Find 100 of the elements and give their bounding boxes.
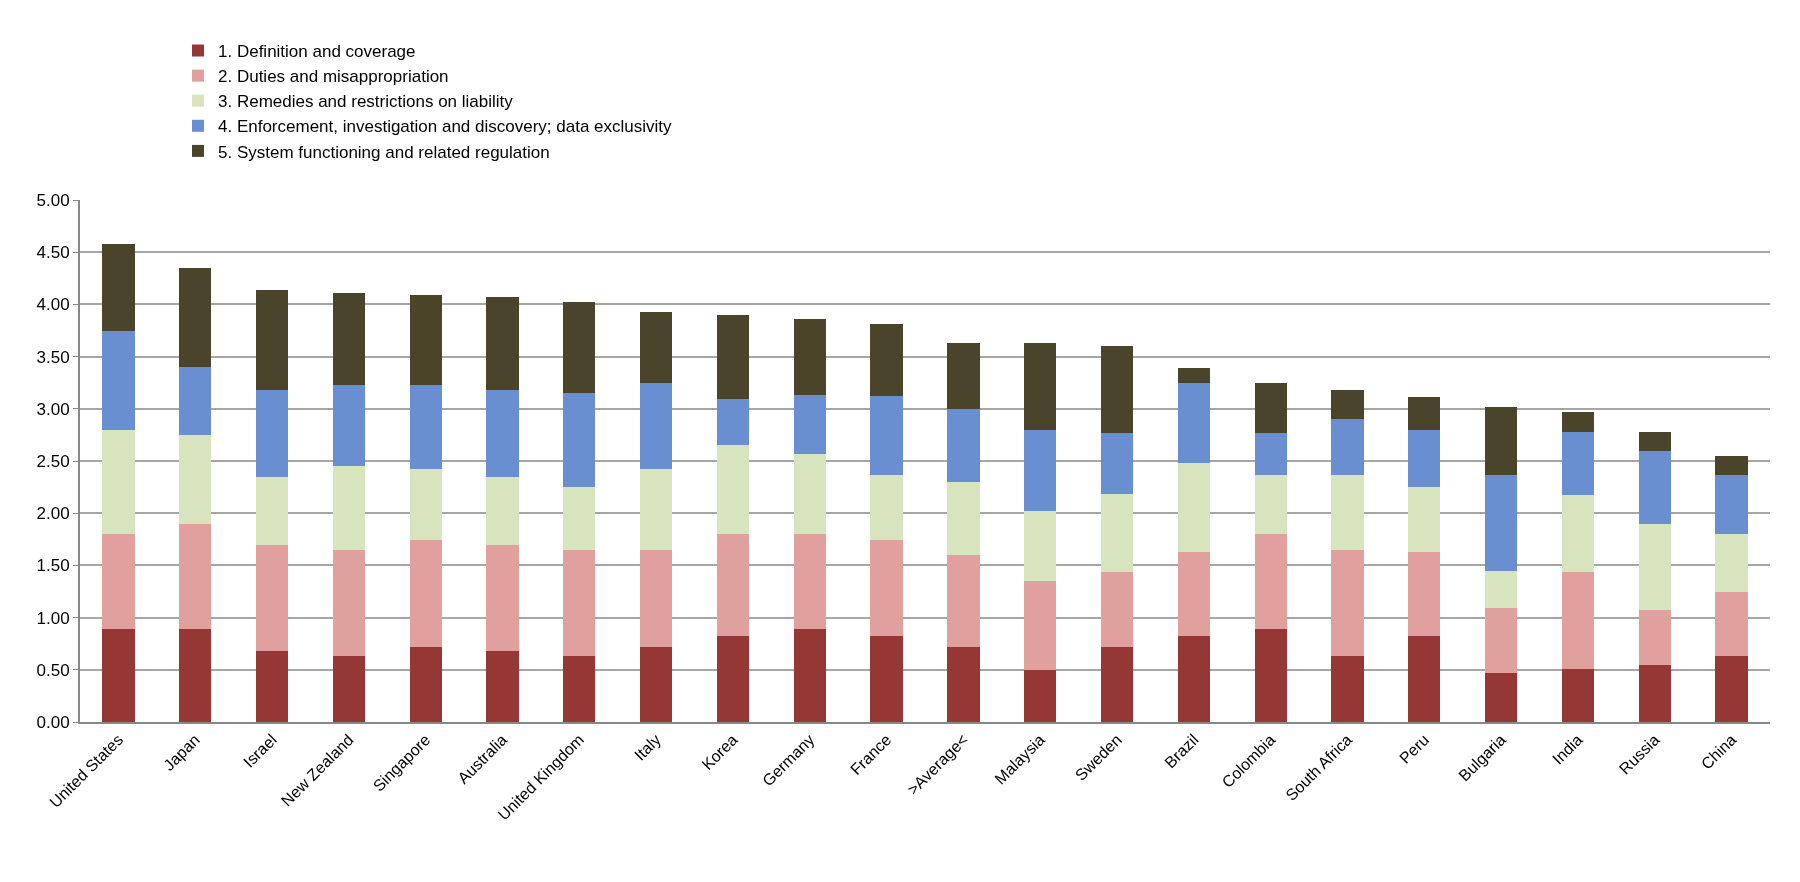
bar [332,656,365,722]
bar [1408,487,1441,552]
bar [332,292,365,385]
bar [1100,494,1134,572]
bar [640,382,673,470]
y-tick-label: 4.50 [36,243,70,263]
bar [1715,474,1748,535]
bar [1100,571,1134,647]
bar [409,469,442,541]
bar [1561,495,1595,572]
bar [1561,411,1595,432]
bar [716,636,750,722]
bar [102,429,135,535]
bar [332,384,365,467]
bar [1100,346,1134,433]
y-tick-label: 1.00 [36,608,70,628]
bar [1331,390,1364,420]
y-tick-label: 2.50 [36,451,70,471]
bar [1024,669,1057,722]
y-tick-label: 3.50 [36,347,70,367]
bar [563,656,596,722]
bar [1024,343,1057,430]
bar [1331,419,1364,475]
bar [563,302,596,394]
bar [1331,549,1364,657]
bar [486,651,519,722]
legend-label: 3. Remedies and restrictions on liability [218,92,514,112]
bar [1561,431,1595,496]
bar [179,434,212,524]
y-tick-label: 0.00 [36,712,70,732]
bar [486,390,519,477]
bar [102,534,135,630]
bar [947,646,980,722]
bar [793,319,826,396]
bar [947,408,980,482]
bar [1177,636,1210,722]
bar [409,295,442,385]
bar [1638,523,1671,611]
legend-label: 1. Definition and coverage [218,42,416,62]
bar [716,314,750,400]
bar [640,469,673,550]
bar [332,549,365,657]
bar [1024,511,1057,582]
bar [1254,629,1287,722]
bar [486,476,519,545]
bar [1485,474,1518,571]
bar [1638,664,1671,722]
bar [563,549,596,657]
bar [563,393,596,488]
bar [1485,406,1518,475]
legend-label: 4. Enforcement, investigation and discovery; data exclusivity [218,117,673,137]
bar [102,330,135,430]
bar [1561,571,1595,669]
bar [947,343,980,409]
bar [255,289,289,391]
legend-label: 5. System functioning and related regulation [218,142,550,162]
bar [1715,534,1748,592]
bar [563,487,596,550]
bar [1254,534,1287,630]
bar [870,324,903,397]
bar [1254,432,1287,475]
bar [1715,656,1748,722]
bar [409,646,442,722]
bar [1408,397,1441,430]
bar [1254,474,1287,535]
bar [947,554,980,647]
bar [793,629,826,722]
bar [332,466,365,550]
legend-label: 2. Duties and misappropriation [218,67,449,87]
bar [870,636,903,722]
bar [179,267,212,368]
bar [793,534,826,630]
bar [716,534,750,637]
bar [1331,474,1364,550]
y-tick-label: 5.00 [36,190,70,210]
bar [716,445,750,535]
y-tick-label: 1.50 [36,556,70,576]
bar [870,540,903,637]
bar [179,367,212,435]
bar [640,311,673,383]
bar [1485,672,1518,722]
bar [1561,668,1595,722]
bar [102,243,135,331]
bar [1100,432,1134,495]
bar [1177,368,1210,383]
bar [1485,570,1518,609]
bar [793,395,826,454]
bar [716,399,750,446]
bar [870,396,903,475]
bar [255,544,289,652]
bar [486,544,519,652]
bar [793,453,826,535]
bar [1408,636,1441,722]
bar [1485,608,1518,673]
bar [1024,429,1057,512]
bar [640,646,673,722]
bar [1638,431,1671,451]
bar [409,540,442,647]
y-tick-label: 4.00 [36,295,70,315]
y-tick-label: 2.00 [36,504,70,524]
